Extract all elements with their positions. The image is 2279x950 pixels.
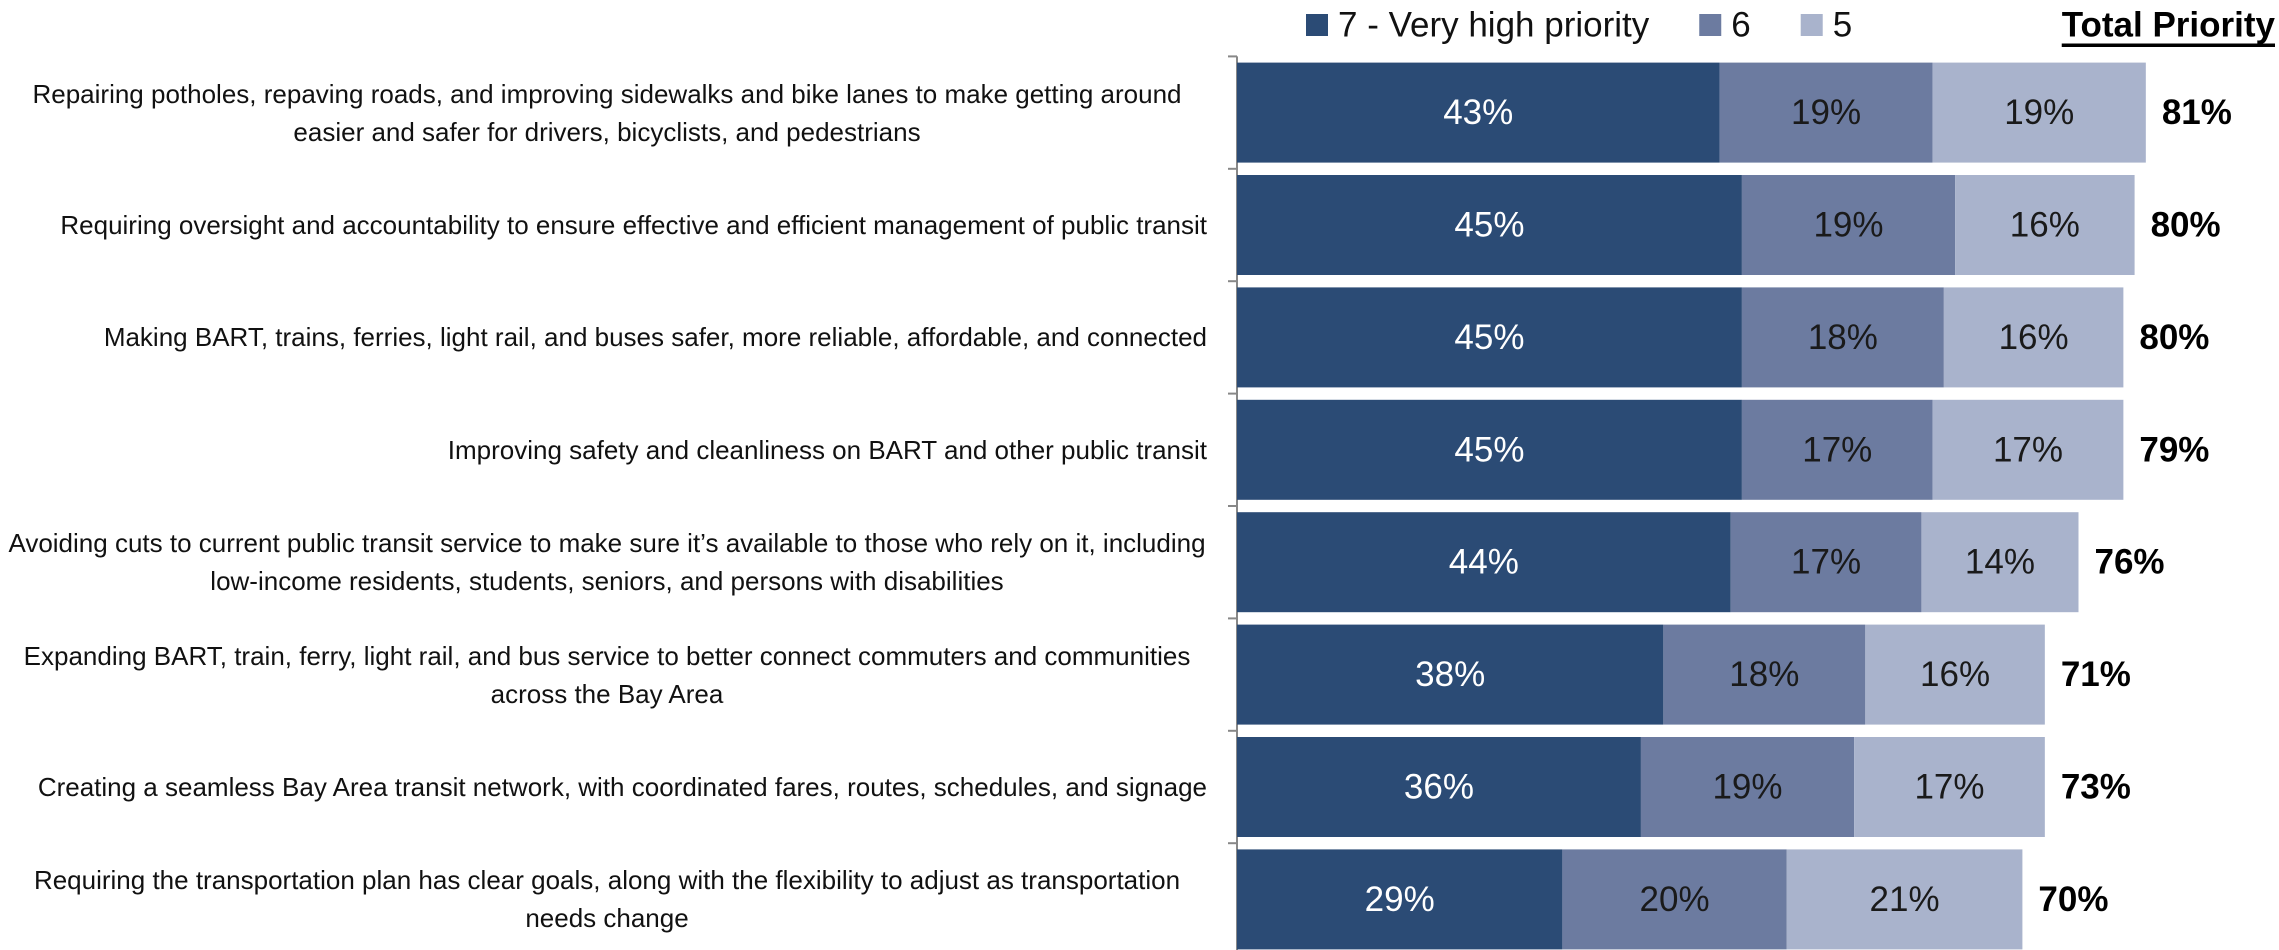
category-label: Repairing potholes, repaving roads, and … [0, 63, 1207, 163]
value-label: 38% [1415, 655, 1485, 694]
bar-segment [1955, 175, 2135, 275]
category-label: Expanding BART, train, ferry, light rail… [0, 625, 1207, 725]
total-label: 76% [2095, 543, 2165, 582]
bar-segment [1741, 399, 1933, 500]
value-label: 16% [1999, 318, 2069, 357]
bar-segment [1786, 849, 2023, 950]
bar-segment [1741, 175, 1956, 275]
value-label: 19% [1712, 768, 1782, 807]
bar-segment [1237, 512, 1731, 613]
bar-segment [1237, 399, 1742, 500]
bar-segment [1237, 287, 1742, 388]
category-label: Requiring the transportation plan has cl… [0, 849, 1207, 949]
category-label: Requiring oversight and accountability t… [0, 175, 1207, 275]
value-label: 14% [1965, 543, 2035, 582]
bar-segment [1562, 849, 1787, 950]
value-label: 29% [1365, 880, 1435, 919]
total-label: 79% [2139, 430, 2209, 469]
totals-header: Total Priority [2062, 6, 2276, 45]
category-label: Improving safety and cleanliness on BART… [0, 400, 1207, 500]
value-label: 21% [1870, 880, 1940, 919]
bar-segment [1932, 62, 2146, 163]
bar-segment [1237, 175, 1742, 275]
bar-segment [1640, 737, 1855, 837]
legend-label: 5 [1833, 6, 1852, 45]
total-label: 80% [2151, 206, 2221, 245]
category-text: Making BART, trains, ferries, light rail… [103, 322, 1207, 353]
value-label: 45% [1454, 318, 1524, 357]
category-text: Avoiding cuts to current public transit … [8, 528, 1206, 597]
value-label: 43% [1443, 93, 1513, 132]
bar-segment [1921, 512, 2079, 613]
value-label: 18% [1729, 655, 1799, 694]
bar-segment [1663, 624, 1866, 725]
value-label: 19% [2004, 93, 2074, 132]
bar-segment [1730, 512, 1922, 613]
total-label: 80% [2139, 318, 2209, 357]
value-label: 17% [1791, 543, 1861, 582]
value-label: 16% [1920, 655, 1990, 694]
total-label: 73% [2061, 768, 2131, 807]
value-label: 16% [2010, 206, 2080, 245]
value-label: 17% [1914, 768, 1984, 807]
value-label: 19% [1813, 206, 1883, 245]
legend-swatch [1699, 14, 1722, 36]
category-text: Expanding BART, train, ferry, light rail… [23, 640, 1191, 709]
bar-segment [1237, 849, 1563, 950]
total-label: 81% [2162, 93, 2232, 132]
bar-segment [1719, 62, 1933, 163]
bar-segment [1932, 399, 2124, 500]
value-label: 45% [1454, 430, 1524, 469]
total-label: 71% [2061, 655, 2131, 694]
bar-segment [1865, 624, 2045, 725]
value-label: 19% [1791, 93, 1861, 132]
category-text: Improving safety and cleanliness on BART… [447, 434, 1207, 465]
category-text: Requiring the transportation plan has cl… [33, 865, 1181, 934]
value-label: 18% [1808, 318, 1878, 357]
bar-segment [1741, 287, 1944, 388]
category-label: Avoiding cuts to current public transit … [0, 512, 1207, 612]
legend-swatch [1306, 14, 1328, 36]
category-label: Making BART, trains, ferries, light rail… [0, 287, 1207, 387]
legend-label: 7 - Very high priority [1338, 6, 1650, 45]
bar-segment [1854, 737, 2045, 837]
value-label: 17% [1802, 430, 1872, 469]
value-label: 36% [1404, 768, 1474, 807]
category-text: Repairing potholes, repaving roads, and … [32, 78, 1182, 147]
legend-label: 6 [1731, 6, 1750, 45]
bar-segment [1237, 62, 1720, 163]
bar-segment [1237, 737, 1641, 837]
total-label: 70% [2038, 880, 2108, 919]
value-label: 20% [1640, 880, 1710, 919]
value-label: 17% [1993, 430, 2063, 469]
category-text: Creating a seamless Bay Area transit net… [37, 772, 1207, 802]
bar-segment [1237, 624, 1664, 725]
legend-swatch [1800, 14, 1823, 36]
value-label: 45% [1454, 206, 1524, 245]
bar-segment [1943, 287, 2124, 388]
category-label: Creating a seamless Bay Area transit net… [0, 737, 1207, 837]
value-label: 44% [1449, 543, 1519, 582]
category-text: Requiring oversight and accountability t… [60, 210, 1207, 240]
